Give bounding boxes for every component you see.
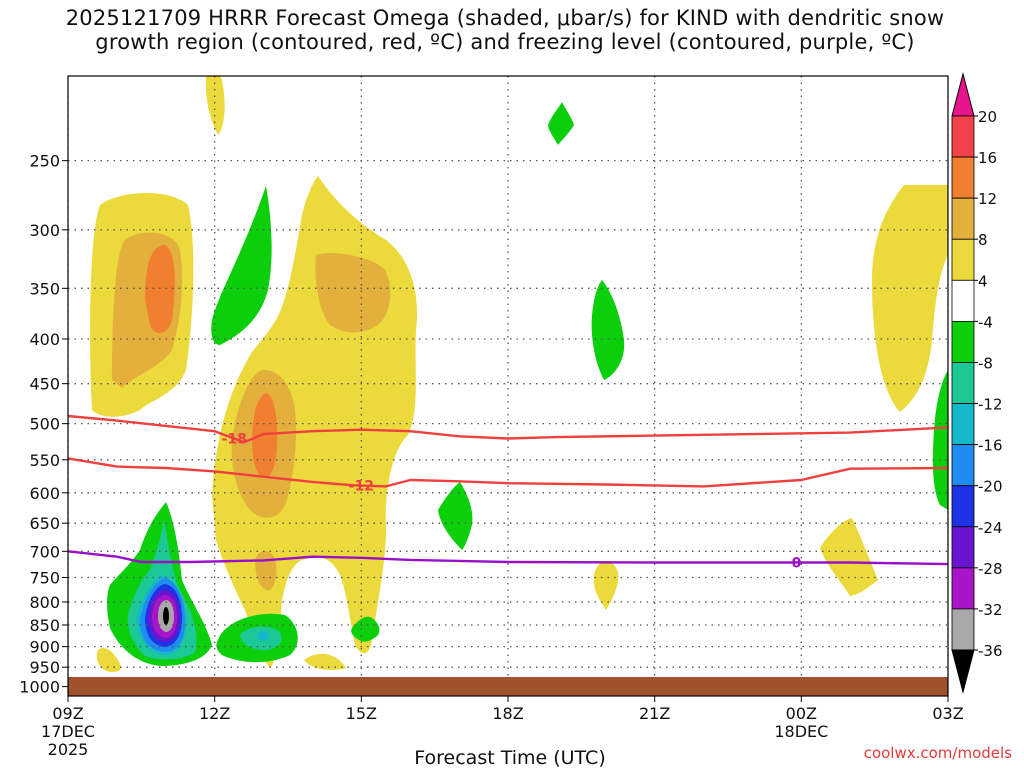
omega-shading [90,76,948,672]
y-tick-label: 1000 [19,678,60,697]
colorbar-band [951,197,975,240]
y-tick-label: 350 [29,279,60,298]
colorbar-label: 16 [978,149,997,167]
contour-line-dendritic-bottom [68,457,948,488]
y-tick-label: 550 [29,451,60,470]
x-tick-label: 03Z [932,704,963,723]
terrain-band [68,677,948,696]
y-tick-label: 900 [29,638,60,657]
plot-area [68,76,948,696]
y-tick-label: 850 [29,616,60,635]
colorbar-label: 12 [978,190,997,208]
omega-area-positive-4 [872,185,948,412]
colorbar-band [951,608,975,651]
colorbar-label: 8 [978,231,988,249]
colorbar-band [951,444,975,487]
x-axis-label: Forecast Time (UTC) [414,747,605,768]
colorbar-label: -4 [978,313,993,331]
omega-area-negative-4 [438,482,473,550]
y-tick-label: 450 [29,375,60,394]
chart-title-line-2: growth region (contoured, red, ºC) and f… [95,30,915,54]
colorbar-label: -28 [978,560,1003,578]
colorbar-band [951,156,975,199]
y-tick-label: 600 [29,484,60,503]
colorbar-label: -16 [978,437,1003,455]
colorbar-label: -32 [978,601,1003,619]
omega-area-positive-12 [252,393,278,478]
omega-area-positive-4 [304,653,346,670]
x-tick-label: 18Z [492,704,523,723]
colorbar-label: -20 [978,478,1003,496]
omega-area-negative-36 [163,607,169,625]
omega-area-negative-4 [351,616,380,642]
colorbar: 20 16 12 8 4 -4 -8 -12 -16 -20 -24 -28 -32 -36 [951,72,1003,694]
y-tick-label: 750 [29,568,60,587]
x-tick-label: 09Z [52,704,83,723]
x-tick-label: 00Z [786,704,817,723]
colorbar-bottom-arrow [951,649,975,694]
x-tick-date-label: 17DEC [41,722,95,741]
colorbar-top-arrow [951,72,975,117]
chart-title-line-1: 2025121709 HRRR Forecast Omega (shaded, … [65,6,945,30]
omega-area-negative-12 [257,631,269,641]
y-tick-label: 300 [29,221,60,240]
x-tick-year-label: 2025 [48,740,89,759]
colorbar-label: -24 [978,519,1003,537]
omega-area-positive-4 [205,76,225,135]
contour-line-dendritic-top [68,414,948,444]
colorbar-label: -36 [978,642,1003,660]
omega-area-positive-12 [145,245,175,334]
colorbar-band [951,526,975,569]
omega-area-positive-4 [820,518,878,596]
omega-area-positive-8 [315,253,391,333]
colorbar-band [951,362,975,404]
colorbar-band [951,279,975,322]
y-axis: 250 300 350 400 450 500 550 600 650 700 750 800 850 9… [19,152,68,697]
colorbar-band [951,403,975,446]
colorbar-label: 20 [978,108,997,126]
y-tick-label: 500 [29,415,60,434]
y-tick-label: 400 [29,330,60,349]
omega-area-positive-4 [593,561,619,610]
colorbar-label: -12 [978,396,1003,414]
contour-label-freezing-level: 0 [792,556,802,572]
colorbar-band [951,320,975,363]
y-tick-label: 650 [29,514,60,533]
omega-area-negative-4 [932,370,948,510]
chart-title: 2025121709 HRRR Forecast Omega (shaded, … [0,6,1010,54]
contour-lines: -18 -12 0 [68,414,948,572]
colorbar-band [951,485,975,528]
omega-area-negative-4 [211,186,272,345]
contour-label-dendritic-top: -18 [222,432,247,448]
x-tick-label: 15Z [346,704,377,723]
colorbar-band [951,238,975,281]
y-tick-label: 700 [29,542,60,561]
x-tick-label: 21Z [639,704,670,723]
omega-area-negative-4 [548,102,574,145]
contour-label-dendritic-bottom: -12 [349,479,374,495]
colorbar-band [951,567,975,610]
colorbar-label: 4 [978,272,988,290]
colorbar-label: -8 [978,354,993,372]
y-tick-label: 800 [29,593,60,612]
y-tick-label: 950 [29,658,60,677]
x-tick-label: 12Z [199,704,230,723]
colorbar-band [951,115,975,158]
y-tick-label: 250 [29,152,60,171]
credit-text: coolwx.com/models [864,744,1012,762]
x-tick-date-label: 18DEC [774,722,828,741]
contour-line-freezing-level [68,550,948,566]
omega-area-positive-4 [96,648,121,672]
omega-area-negative-4 [591,280,625,380]
